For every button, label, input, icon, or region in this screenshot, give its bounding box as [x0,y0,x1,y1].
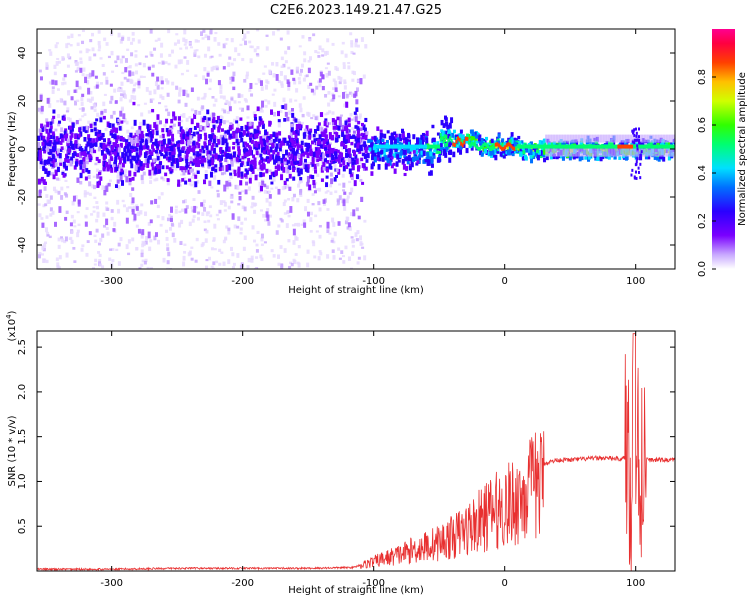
spectrogram-y-ticks: -40 -20 0 20 40 [17,47,675,253]
snr-x-label: Height of straight line (km) [288,585,424,596]
colorbar-gradient [712,29,735,269]
snr-y-scale-label: (x104) [5,310,18,341]
x-tick-label: 100 [626,276,645,287]
colorbar-tick-label: 0.0 [697,261,708,277]
colorbar: 0.0 0.2 0.4 0.6 0.8 Normalized spectral ampl… [697,29,748,277]
y-tick-label: 0.5 [17,518,28,534]
snr-y-ticks: 0.5 1.0 1.5 2.0 2.5 [17,339,675,534]
y-tick-label: 1.0 [17,473,28,489]
x-tick-label: -300 [100,578,123,589]
y-tick-label: -20 [17,189,28,205]
spectrogram-y-label: Frequency (Hz) [7,111,18,187]
y-tick-label: 2.0 [17,384,28,400]
colorbar-label: Normalized spectral amplitude [737,72,748,226]
y-tick-label: 2.5 [17,339,28,355]
y-tick-label: 1.5 [17,429,28,445]
x-tick-label: -200 [231,276,254,287]
x-tick-label: -300 [100,276,123,287]
x-tick-label: 100 [626,578,645,589]
x-tick-label: -200 [231,578,254,589]
colorbar-tick-label: 0.4 [697,165,708,181]
colorbar-tick-label: 0.2 [697,213,708,229]
spectrogram-x-ticks: -300 -200 -100 0 100 [100,29,645,287]
x-tick-label: 0 [502,276,508,287]
spectrogram-x-label: Height of straight line (km) [288,285,424,296]
snr-panel: -300 -200 -100 0 100 0.5 1.0 1.5 2.0 2.5 Height … [5,310,676,596]
x-tick-label: -100 [362,578,385,589]
chart-title: C2E6.2023.149.21.47.G25 [270,3,442,18]
y-tick-label: -40 [17,237,28,253]
colorbar-tick-label: 0.8 [697,69,708,85]
colorbar-tick-label: 0.6 [697,117,708,133]
y-tick-label: 20 [17,95,28,108]
x-tick-label: -100 [362,276,385,287]
y-tick-label: 40 [17,47,28,60]
snr-x-ticks: -300 -200 -100 0 100 [100,331,645,589]
spectrogram-marks [37,29,675,269]
snr-series-line [37,333,675,571]
x-tick-label: 0 [502,578,508,589]
colorbar-ticks: 0.0 0.2 0.4 0.6 0.8 [697,69,716,277]
snr-frame [36,330,676,572]
y-tick-label: 0 [17,146,28,152]
snr-y-label: SNR (10 * v/v) [7,415,18,486]
